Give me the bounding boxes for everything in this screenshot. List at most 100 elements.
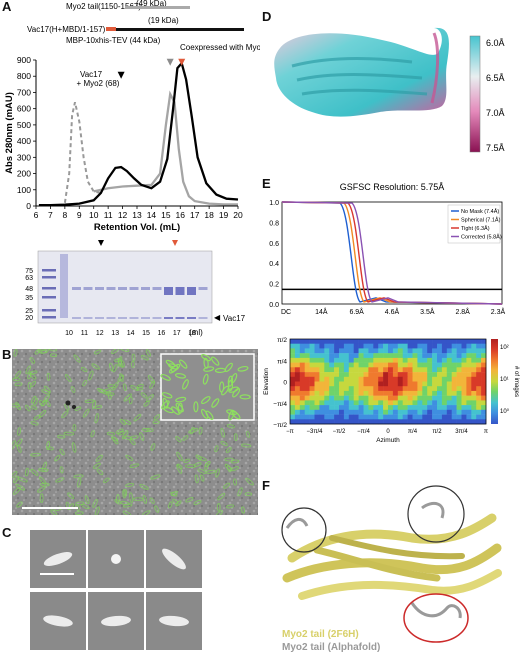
orientation-cell [358,357,364,363]
orientation-cell [432,367,438,373]
orientation-cell [441,343,448,349]
orientation-cell [437,409,443,415]
particle-pick [194,474,199,484]
orientation-cell [290,390,296,396]
orientation-cell [397,376,403,382]
orientation-cell [314,372,320,378]
orientation-cell [343,353,350,359]
particle-pick [96,468,104,476]
orientation-cell [422,367,428,373]
fsc-x-tick: 4.6Å [385,307,400,316]
orientation-cell [343,343,350,349]
orientation-cell [378,372,384,378]
peak-arrow-red [178,58,186,66]
orientation-cell [466,395,472,401]
vac17-bar [116,28,244,31]
orientation-cell [471,348,477,354]
mw-marker-label: 20 [25,315,33,322]
particle-pick [82,408,90,418]
orientation-cell [446,348,452,354]
gel-band [152,287,162,290]
orientation-cell [466,372,472,378]
orientation-cell [471,362,477,368]
orientation-cell [329,405,335,411]
orientation-cell [417,372,423,378]
orientation-cell [481,390,487,396]
y-tick-label: 100 [17,185,31,195]
y-tick-label: 600 [17,104,31,114]
orientation-cell [451,353,457,359]
orientation-cell [368,409,374,415]
panel-f-structure-overlay: Myo2 tail (2F6H) Myo2 tail (Alphafold) [281,485,502,653]
orientation-cell [358,367,364,373]
inset-particle-pick [171,406,181,415]
orientation-cell [392,348,399,354]
particle-pick [103,477,110,484]
orientation-cell [392,343,399,349]
orientation-cell [481,405,487,411]
orientation-cell [388,372,394,378]
particle-pick [12,486,21,495]
orientation-cell [466,376,472,382]
particle-pick [29,370,38,375]
orientation-cell [378,367,384,373]
orientation-cell [383,372,389,378]
orientation-cell [461,376,467,382]
orientation-cell [334,362,340,368]
orientation-cell [324,353,330,359]
orientation-cell [451,376,457,382]
inset-particle-pick [237,365,249,372]
orientation-cell [422,419,428,425]
orientation-cell [446,400,452,406]
orientation-cell [353,348,359,354]
particle-pick [139,484,149,490]
orientation-cell [343,386,350,392]
particle-pick [193,462,202,467]
orientation-cell [334,353,340,359]
orientation-cell [481,353,487,359]
orientation-cell [388,390,394,396]
orientation-cell [407,400,413,406]
orientation-cell [343,395,350,401]
orientation-cell [319,390,325,396]
particle-pick [122,503,133,508]
orient-x-tick: −3π/4 [307,429,324,435]
orientation-cell [348,339,354,344]
orientation-cell [471,390,477,396]
particle-pick [92,462,101,469]
particle-pick [168,501,173,509]
particle-pick [111,382,119,391]
orientation-cell [481,381,487,387]
gel-lane-label: 13 [111,330,119,337]
orientation-cell [432,381,438,387]
orientation-cell [417,419,423,425]
orientation-cell [290,395,296,401]
orientation-cell [324,405,330,411]
orientation-cell [290,372,296,378]
orientation-cell [339,367,345,373]
orientation-cell [329,414,335,420]
particle-pick [50,509,58,515]
orientation-cell [427,339,433,344]
orientation-cell [324,419,330,425]
particle-pick [129,463,140,468]
orientation-cell [358,386,364,392]
orientation-cell [402,376,408,382]
orientation-cell [358,414,364,420]
orientation-cell [378,395,384,401]
orientation-cell [329,372,335,378]
orient-x-tick: −π/4 [357,429,370,435]
orientation-cell [412,367,418,373]
particle-pick [55,477,65,483]
orientation-cell [392,409,399,415]
particle-pick [77,477,82,488]
orientation-cell [461,390,467,396]
orientation-cell [299,419,305,425]
construct-vac17-name: Vac17(H+MBD/1-157) [27,25,106,34]
particle-pick [30,421,39,426]
orientation-cell [446,343,452,349]
orientation-cell [397,414,403,420]
orientation-cell [373,357,379,363]
orientation-cell [412,339,418,344]
orientation-cell [358,339,364,344]
